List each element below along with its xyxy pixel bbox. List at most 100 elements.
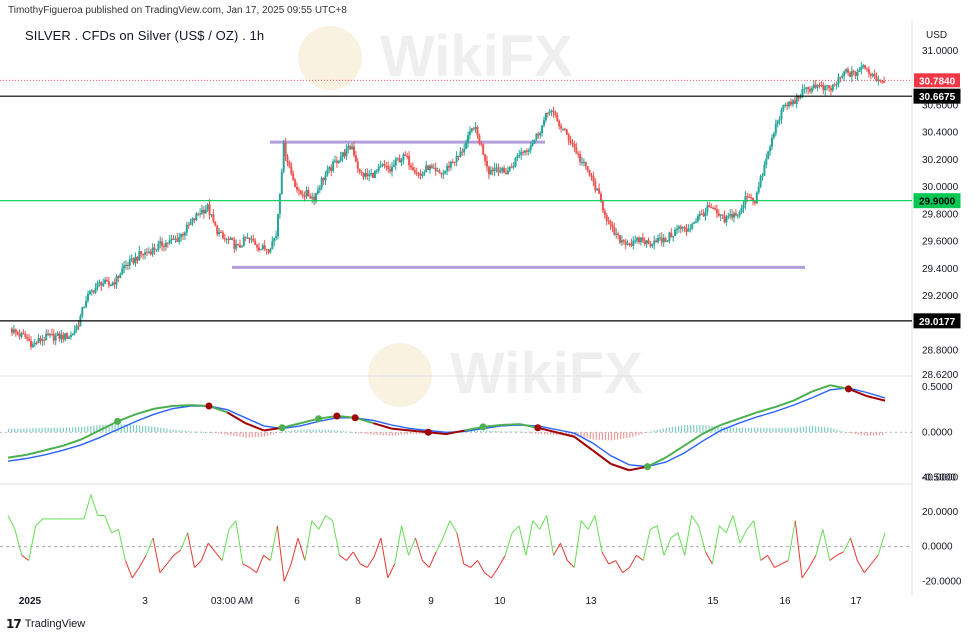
candle-body (829, 88, 832, 91)
osc-histogram-bar (74, 427, 77, 433)
candle-body (191, 218, 194, 223)
momentum-line-segment (615, 560, 624, 573)
candle-body (282, 142, 285, 172)
candle-body (491, 169, 494, 171)
osc-histogram-bar (607, 432, 610, 441)
osc-histogram-bar (218, 432, 220, 434)
osc-histogram-bar (790, 427, 792, 433)
momentum-line-segment (242, 563, 250, 568)
candle-body (339, 157, 342, 161)
osc-histogram-bar (525, 432, 527, 434)
osc-histogram-bar (732, 427, 734, 433)
momentum-line-segment (559, 543, 568, 561)
candle-body (20, 332, 23, 337)
candle-body (736, 215, 739, 217)
osc-histogram-bar (263, 432, 265, 437)
momentum-line-segment (705, 551, 713, 565)
osc-histogram-bar (778, 427, 780, 433)
candle-body (871, 73, 874, 76)
price-y-tick: 29.2000 (922, 291, 959, 302)
candle-body (125, 264, 127, 266)
candle-body (227, 239, 230, 241)
candle-body (575, 147, 578, 154)
candle-body (514, 157, 517, 167)
candle-body (375, 170, 378, 172)
candle-body (292, 173, 295, 180)
x-tick-label: 13 (585, 596, 597, 607)
candle-body (628, 243, 631, 245)
candle-body (92, 290, 95, 293)
candle-body (440, 172, 443, 175)
candle-body (85, 300, 88, 307)
momentum-line-segment (732, 515, 741, 544)
osc-histogram-bar (129, 424, 132, 433)
candle-body (349, 146, 352, 150)
candle-body (761, 175, 764, 177)
candle-body (100, 282, 103, 286)
x-tick-label: 8 (355, 596, 361, 607)
candle-body (163, 246, 165, 248)
candle-body (47, 333, 50, 336)
candle-body (486, 161, 488, 167)
osc-histogram-bar (653, 430, 655, 433)
osc-histogram-bar (656, 430, 658, 433)
osc-histogram-bar (495, 431, 497, 433)
osc-histogram-bar (875, 432, 878, 436)
osc-histogram-bar (321, 429, 323, 433)
osc-cross-down-dot (351, 414, 359, 422)
candle-body (216, 225, 219, 235)
osc-histogram-bar (379, 432, 381, 436)
osc-histogram-bar (266, 432, 269, 436)
osc-histogram-bar (196, 431, 198, 433)
osc-cross-up-dot (315, 415, 323, 423)
momentum-line-segment (131, 567, 140, 579)
osc-histogram-bar (96, 425, 98, 433)
watermark-logo-icon (298, 26, 362, 90)
candle-body (408, 156, 411, 166)
candle-body (831, 84, 834, 91)
candle-body (774, 123, 777, 134)
momentum-line-segment (856, 560, 865, 573)
momentum-line-segment (711, 525, 720, 565)
chart-title[interactable]: SILVER . CFDs on Silver (US$ / OZ) . 1h (25, 28, 265, 43)
current-price-tag (914, 73, 960, 88)
candle-body (449, 161, 452, 168)
candle-body (826, 85, 829, 87)
momentum-line-segment (794, 520, 803, 578)
osc-histogram-bar (766, 427, 768, 433)
candle-body (195, 213, 198, 220)
candle-body (332, 161, 335, 171)
candle-body (708, 205, 711, 207)
candle-body (634, 240, 637, 242)
footer[interactable]: 𝟭𝟳 TradingView (6, 617, 85, 631)
candle-body (687, 229, 690, 232)
osc-histogram-bar (550, 432, 552, 435)
candle-body (353, 146, 355, 156)
candle-body (442, 173, 445, 175)
candle-body (354, 155, 357, 162)
candle-body (269, 248, 272, 253)
candle-body (818, 84, 821, 86)
momentum-line-segment (394, 525, 403, 565)
candle-body (364, 173, 367, 177)
candle-body (410, 165, 412, 168)
osc-cross-down-dot (205, 402, 213, 410)
candle-body (860, 67, 863, 71)
momentum-line-segment (739, 529, 748, 544)
candle-body (335, 160, 338, 163)
candle-body (520, 151, 523, 155)
momentum-line-segment (642, 529, 651, 561)
candle-body (372, 172, 374, 179)
osc-histogram-bar (352, 431, 354, 433)
candle-body (427, 165, 430, 170)
osc-histogram-bar (811, 425, 814, 433)
osc-histogram-bar (687, 425, 689, 433)
osc-histogram-bar (135, 425, 138, 433)
candle-body (721, 214, 724, 216)
candle-body (385, 165, 388, 167)
momentum-line-segment (456, 532, 465, 565)
osc-histogram-bar (878, 432, 881, 436)
osc-main-line-segment (665, 444, 685, 459)
osc-histogram-bar (830, 427, 832, 433)
